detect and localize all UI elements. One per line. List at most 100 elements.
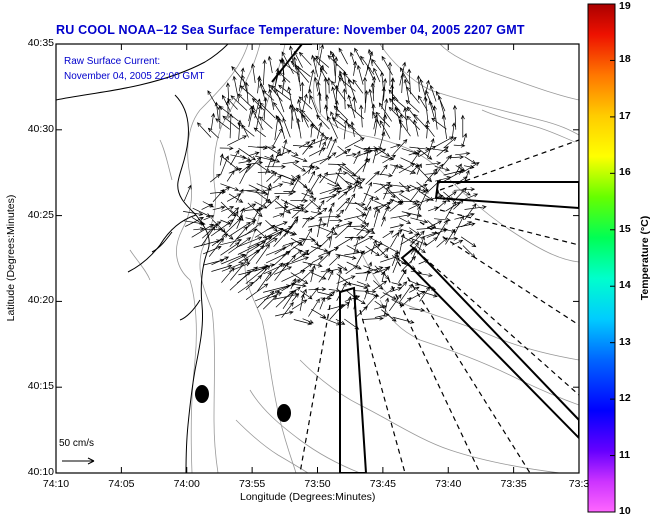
current-vector-arrow xyxy=(311,308,327,319)
current-vector-arrow xyxy=(291,206,304,219)
current-vector-arrow xyxy=(291,253,307,263)
overlay-current-time: November 04, 2005 22:00 GMT xyxy=(64,71,205,82)
current-vector-arrow xyxy=(409,146,431,151)
current-vector-arrow xyxy=(265,182,272,203)
plot-area xyxy=(56,44,579,473)
current-vector-arrow xyxy=(331,86,339,112)
current-vector-arrow xyxy=(319,132,325,148)
current-vector-arrow xyxy=(336,275,356,284)
current-vector-arrow xyxy=(364,205,372,220)
current-vector-arrow xyxy=(398,182,411,193)
current-vector-arrow xyxy=(390,231,400,248)
current-vector-arrow xyxy=(262,295,278,310)
current-vector-arrow xyxy=(290,277,296,290)
current-vector-arrow xyxy=(431,117,447,130)
current-vector-arrow xyxy=(308,170,316,184)
current-vector-arrow xyxy=(434,136,454,148)
current-vector-arrow xyxy=(275,149,292,158)
y-tick-label: 40:20 xyxy=(27,294,54,307)
current-vector-arrow xyxy=(290,198,309,203)
current-vector-arrow xyxy=(274,261,289,281)
current-vector-arrow xyxy=(263,183,284,192)
current-vector-arrow xyxy=(331,80,347,102)
current-vector-arrow xyxy=(330,111,339,129)
current-vector-arrow xyxy=(419,191,434,201)
current-vector-arrow xyxy=(336,268,343,290)
current-vector-arrow xyxy=(400,233,420,245)
current-vector-arrow xyxy=(298,51,312,66)
current-vector-arrow xyxy=(419,198,431,204)
current-vector-arrow xyxy=(381,270,386,283)
current-vector-arrow xyxy=(441,114,448,139)
current-vector-arrow xyxy=(364,196,374,211)
current-vector-arrow xyxy=(335,148,352,158)
current-vector-arrow xyxy=(311,246,329,253)
current-vector-arrow xyxy=(374,181,391,193)
current-vector-arrow xyxy=(346,245,360,253)
current-vector-arrow xyxy=(453,143,466,148)
current-vector-arrow xyxy=(309,207,328,221)
current-vector-arrow xyxy=(345,202,366,207)
current-vector-arrow xyxy=(302,261,323,268)
current-vector-arrow xyxy=(365,51,374,77)
current-vector-arrow xyxy=(254,290,281,302)
current-vector-arrow xyxy=(246,160,264,165)
current-vector-arrow xyxy=(362,76,368,104)
current-vector-arrow xyxy=(296,65,301,92)
current-vector-arrow xyxy=(442,154,452,166)
current-vector-arrow xyxy=(273,266,293,275)
current-vector-arrow xyxy=(266,171,277,182)
current-vector-arrow xyxy=(274,191,294,196)
current-vector-arrow xyxy=(353,60,358,76)
current-vector-arrow xyxy=(221,217,242,238)
current-vector-arrow xyxy=(346,104,364,120)
current-vector-arrow xyxy=(265,153,274,175)
current-vector-arrow xyxy=(409,237,428,246)
current-vector-arrow xyxy=(265,262,284,282)
current-vector-arrow xyxy=(300,81,305,101)
current-vector-arrow xyxy=(370,239,377,255)
current-vector-arrow xyxy=(329,218,343,223)
current-vector-arrow xyxy=(387,61,393,86)
current-vector-arrow xyxy=(344,137,365,149)
current-vector-arrow xyxy=(436,163,444,174)
current-vector-arrow xyxy=(389,293,402,312)
current-vector-arrow xyxy=(445,200,457,219)
current-vector-arrow xyxy=(383,189,405,195)
current-vector-arrow xyxy=(391,282,403,287)
current-vector-arrow xyxy=(245,156,262,174)
current-vector-arrow xyxy=(390,223,405,229)
current-vector-arrow xyxy=(282,181,295,186)
current-vector-arrow xyxy=(363,181,373,203)
current-vector-arrow xyxy=(293,319,313,326)
current-vector-arrow xyxy=(410,217,429,224)
current-vector-arrow xyxy=(417,272,433,278)
current-vector-arrow xyxy=(291,299,308,310)
current-vector-arrow xyxy=(418,145,437,157)
current-vector-arrow xyxy=(335,253,357,260)
current-vector-arrow xyxy=(463,169,470,183)
current-vector-arrow xyxy=(400,67,410,85)
current-vector-arrow xyxy=(398,119,411,137)
current-vector-arrow xyxy=(401,235,416,244)
y-tick-label: 40:15 xyxy=(27,380,54,393)
current-vector-arrow xyxy=(241,74,248,94)
current-vector-arrow xyxy=(425,124,435,137)
current-vector-arrow xyxy=(290,103,295,129)
colorbar-tick-label: 16 xyxy=(619,166,631,179)
current-vector-arrow xyxy=(413,113,428,129)
current-vector-arrow xyxy=(371,103,376,119)
current-vector-arrow xyxy=(202,245,222,255)
current-vector-arrow xyxy=(317,217,323,238)
current-vector-arrow xyxy=(311,272,327,280)
current-vector-arrow xyxy=(381,309,397,322)
current-vector-arrow xyxy=(454,163,462,176)
current-vector-arrow xyxy=(272,212,285,218)
current-vector-arrow xyxy=(266,221,288,231)
current-vector-arrow xyxy=(338,186,352,194)
current-vector-arrow xyxy=(229,262,251,272)
current-vector-arrow xyxy=(220,238,243,246)
current-vector-arrow xyxy=(232,75,240,102)
current-vector-arrow xyxy=(281,228,298,236)
current-vector-arrow xyxy=(409,230,425,247)
